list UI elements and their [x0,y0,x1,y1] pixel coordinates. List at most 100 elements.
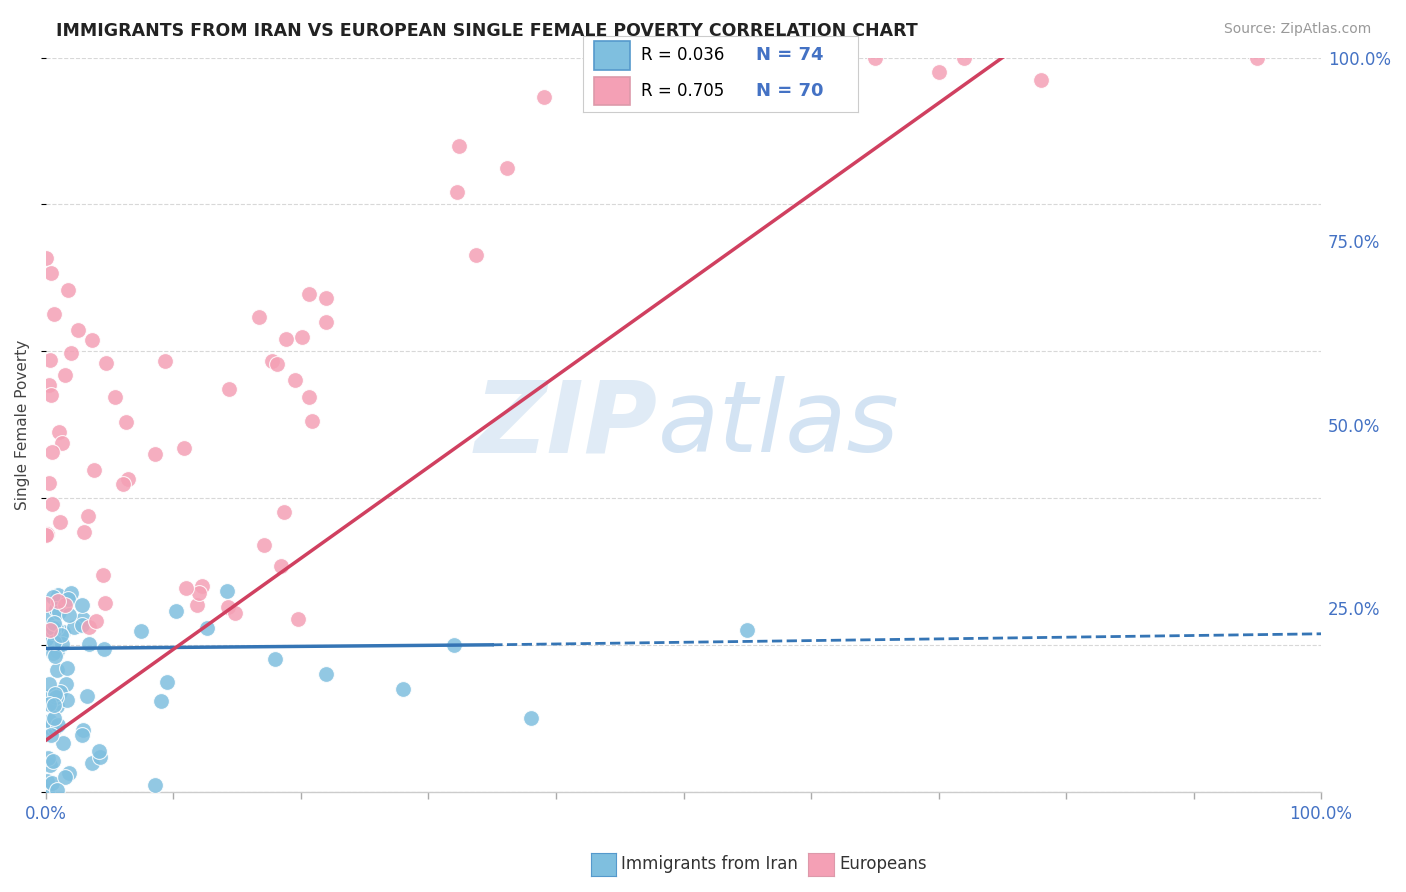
Point [53,368,76,382]
Point [42,711,65,725]
Point [143,447,166,461]
Point [443,638,465,652]
Point [42,591,65,605]
Point [37,784,59,798]
Point [35,632,58,647]
Point [84,614,107,628]
Point [115,415,138,429]
Point [39,688,62,702]
Point [165,604,187,618]
Point [70,617,93,632]
Point [87,744,110,758]
Text: atlas: atlas [658,376,900,473]
Point [465,248,488,262]
Point [46,783,69,797]
Point [83,463,105,477]
Point [37,773,59,788]
Point [41,621,63,635]
Point [52,625,75,640]
Point [96,356,118,370]
Point [112,477,135,491]
Bar [595,77,630,105]
Point [264,652,287,666]
Point [287,612,309,626]
Point [253,538,276,552]
Point [38,352,60,367]
Point [446,185,468,199]
Point [76,690,98,704]
Point [188,586,211,600]
Point [41,776,63,790]
Point [55,770,77,784]
Text: ZIP: ZIP [475,376,658,473]
Point [46,593,69,607]
Point [953,51,976,65]
Point [218,382,240,396]
Point [93,641,115,656]
Point [145,778,167,792]
Point [215,584,238,599]
Point [44,615,66,630]
Point [59,346,82,360]
Point [449,139,471,153]
Point [55,661,77,675]
Text: IMMIGRANTS FROM IRAN VS EUROPEAN SINGLE FEMALE POVERTY CORRELATION CHART: IMMIGRANTS FROM IRAN VS EUROPEAN SINGLE … [56,22,918,40]
Point [195,621,218,635]
Point [70,728,93,742]
Text: Europeans: Europeans [839,855,927,873]
Point [93,596,115,610]
Point [42,755,65,769]
Point [298,391,321,405]
Point [156,675,179,690]
Text: Immigrants from Iran: Immigrants from Iran [621,855,799,873]
Text: R = 0.036: R = 0.036 [641,46,724,64]
Point [80,333,103,347]
Point [266,357,288,371]
Point [44,721,66,735]
Point [153,354,176,368]
Point [186,598,208,612]
Point [35,610,58,624]
Point [52,736,75,750]
Point [73,524,96,539]
Point [1029,72,1052,87]
Point [51,628,73,642]
Point [56,283,79,297]
Point [315,291,337,305]
Point [39,714,62,728]
Point [38,697,60,711]
Point [247,310,270,325]
Point [276,332,298,346]
Point [38,677,60,691]
Point [273,505,295,519]
Point [46,588,69,602]
Point [35,528,58,542]
Point [104,390,127,404]
Point [42,624,65,639]
Point [48,605,70,619]
Point [46,718,69,732]
Point [66,323,89,337]
Point [58,591,80,606]
Point [77,637,100,651]
Point [39,623,62,637]
Point [49,685,72,699]
Text: N = 70: N = 70 [756,82,824,100]
Point [131,624,153,638]
Point [39,728,62,742]
Y-axis label: Single Female Poverty: Single Female Poverty [15,340,30,509]
Point [315,667,337,681]
Point [533,90,555,104]
Point [39,388,62,402]
Point [51,436,73,450]
Point [58,608,80,623]
Point [270,558,292,573]
Point [48,425,70,439]
Point [262,354,284,368]
Point [38,475,60,490]
Point [53,598,76,612]
Point [174,581,197,595]
Point [191,579,214,593]
Point [298,287,321,301]
Point [35,252,58,266]
